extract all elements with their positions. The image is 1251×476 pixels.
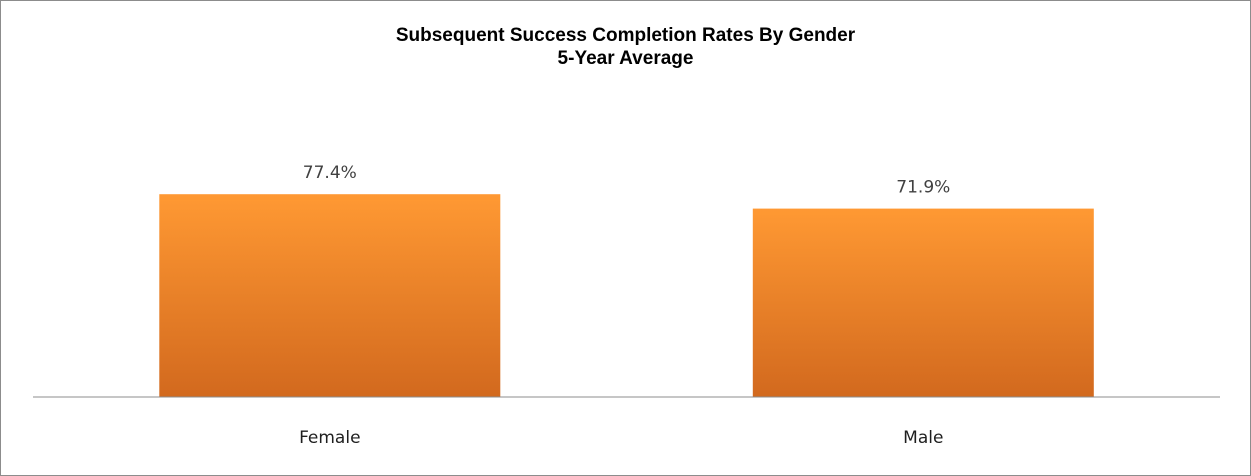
bar-male — [752, 208, 1094, 397]
x-tick-label-male: Male — [903, 428, 943, 448]
data-label-female: 77.4% — [303, 163, 357, 183]
bars-layer — [159, 194, 1094, 397]
labels-layer: 77.4% Female 71.9% Male — [299, 163, 950, 448]
bar-female — [159, 194, 501, 397]
data-label-male: 71.9% — [896, 178, 950, 198]
chart-title-block: Subsequent Success Completion Rates By G… — [1, 24, 1250, 70]
chart-subtitle: 5-Year Average — [557, 48, 694, 69]
x-tick-label-female: Female — [299, 428, 360, 448]
chart-title: Subsequent Success Completion Rates By G… — [395, 25, 856, 46]
